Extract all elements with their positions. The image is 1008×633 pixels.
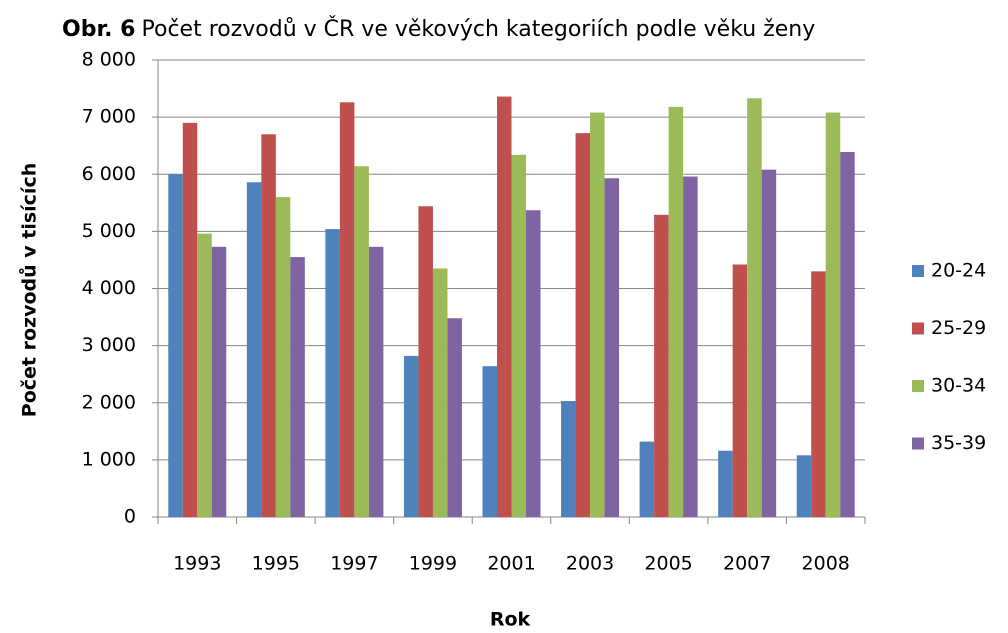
y-tick-label: 5 000 — [82, 220, 136, 242]
y-axis-label: Počet rozvodů v tisících — [18, 163, 41, 417]
bar — [825, 112, 841, 518]
legend-swatch — [912, 380, 924, 392]
bar — [683, 176, 698, 517]
legend-label: 35-39 — [931, 432, 986, 454]
legend-swatch — [912, 437, 924, 450]
bar — [497, 96, 512, 517]
bar — [339, 102, 355, 518]
bar — [168, 174, 183, 517]
bar — [840, 151, 855, 517]
legend-label: 20-24 — [931, 260, 986, 282]
bar — [811, 271, 826, 517]
bar — [761, 169, 777, 517]
x-tick-label: 1997 — [330, 553, 378, 575]
bar — [526, 210, 541, 517]
y-tick-label: 2 000 — [82, 391, 136, 413]
bar — [197, 233, 212, 517]
bar — [182, 122, 198, 518]
bar — [796, 455, 812, 517]
legend-swatch — [912, 322, 924, 335]
title-label: Obr. 6 — [62, 17, 136, 42]
bar — [747, 98, 762, 518]
bar — [575, 133, 591, 517]
x-tick-label: 1995 — [252, 553, 300, 575]
y-tick-label: 8 000 — [82, 49, 136, 71]
bar — [432, 268, 448, 517]
y-tick-label: 6 000 — [82, 163, 136, 185]
x-tick-label: 2001 — [487, 553, 535, 575]
x-tick-label: 1999 — [409, 553, 457, 575]
legend-label: 30-34 — [931, 375, 986, 397]
x-tick-label: 2008 — [802, 553, 850, 575]
bar — [261, 134, 276, 517]
x-tick-label: 2007 — [723, 553, 771, 575]
bar — [354, 166, 369, 517]
y-tick-label: 1 000 — [82, 448, 136, 470]
bar — [447, 318, 462, 517]
bar — [325, 229, 340, 517]
bar — [639, 441, 655, 517]
y-tick-label: 7 000 — [82, 106, 136, 128]
bar — [246, 182, 262, 517]
bar — [654, 214, 669, 517]
bar — [604, 178, 620, 517]
bar — [211, 246, 227, 517]
legend-swatch — [912, 265, 924, 277]
y-tick-label: 0 — [124, 506, 136, 528]
legend-label: 25-29 — [931, 317, 986, 339]
bar — [668, 106, 684, 517]
bar — [290, 257, 305, 517]
bar — [482, 366, 497, 517]
x-tick-label: 1993 — [173, 553, 221, 575]
x-axis-label: Rok — [490, 609, 531, 631]
bar — [718, 450, 733, 517]
y-tick-label: 4 000 — [82, 277, 136, 299]
bar — [275, 197, 291, 517]
x-tick-label: 2005 — [644, 553, 692, 575]
bar — [590, 112, 605, 518]
y-tick-label: 3 000 — [82, 334, 136, 356]
bar — [511, 154, 526, 517]
bar — [732, 264, 748, 517]
bar — [561, 401, 576, 517]
chart-title: Obr. 6 Počet rozvodů v ČR ve věkových kat… — [62, 16, 815, 42]
bar — [418, 206, 433, 518]
bar — [368, 246, 384, 517]
bar — [403, 355, 419, 517]
title-text: Počet rozvodů v ČR ve věkových kategorií… — [142, 16, 816, 42]
x-tick-label: 2003 — [566, 553, 614, 575]
